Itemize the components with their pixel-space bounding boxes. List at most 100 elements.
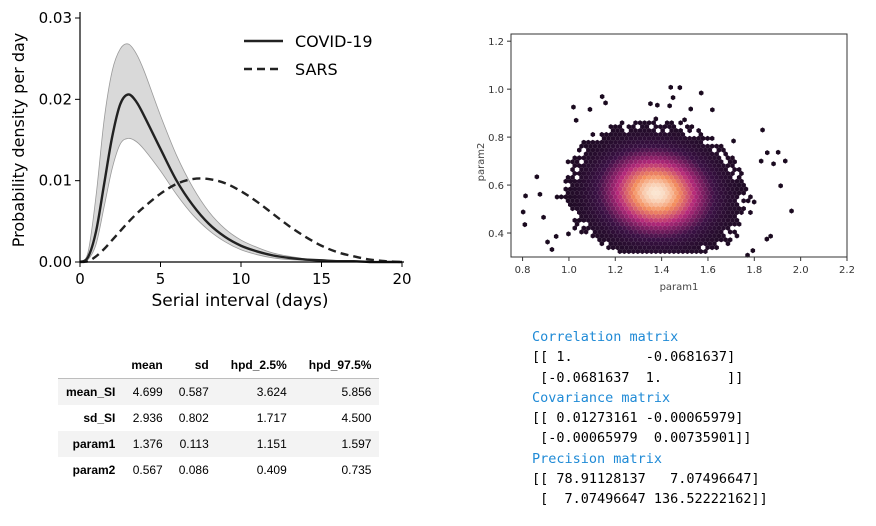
hexbin-cell xyxy=(617,155,623,161)
hexbin-cell xyxy=(700,198,706,204)
hexbin-cell xyxy=(642,245,647,251)
hexbin-cell xyxy=(658,131,663,138)
hexbin-cell xyxy=(727,221,733,227)
hexbin-cell xyxy=(705,198,710,204)
hexbin-cell xyxy=(673,190,679,196)
hexbin-cell xyxy=(619,174,625,180)
hexbin-cell xyxy=(660,245,665,251)
hexbin-cell xyxy=(586,147,591,153)
hexbin-cell xyxy=(660,135,665,141)
hexbin-cell xyxy=(730,202,735,208)
hexbin-cell xyxy=(597,221,602,227)
hexbin-cell xyxy=(633,135,638,141)
hexbin-cell xyxy=(667,170,672,177)
hexbin-cell xyxy=(608,139,614,145)
hexbin-cell xyxy=(694,147,699,153)
hexbin-cell xyxy=(617,178,623,184)
hexbin-cell xyxy=(635,217,641,223)
hexbin-cell xyxy=(613,225,618,231)
hexbin-cell xyxy=(694,194,699,200)
table-cell: 1.151 xyxy=(256,437,287,451)
hexbin-cell xyxy=(592,167,598,173)
hexbin-cell xyxy=(712,163,717,169)
hexbin-cell xyxy=(664,182,670,188)
hexbin-cell xyxy=(667,178,672,184)
hexbin-cell xyxy=(626,186,632,192)
hexbin-cell xyxy=(592,143,598,149)
hexbin-cell xyxy=(673,221,679,227)
hexbin-cell xyxy=(565,159,571,165)
hexbin-cell xyxy=(732,213,737,219)
hexbin-cell xyxy=(658,248,663,255)
hexbin-cell xyxy=(635,194,641,200)
hexbin-cell xyxy=(682,159,688,165)
column-header-mean: mean xyxy=(123,352,171,379)
hexbin-cell xyxy=(581,178,587,184)
hexbin-cell xyxy=(676,170,681,177)
hexbin-cell xyxy=(608,202,614,208)
hexbin-cell xyxy=(613,202,618,208)
legend-label: SARS xyxy=(295,60,338,79)
hexbin-cell xyxy=(608,170,614,177)
hexbin-cell xyxy=(615,159,620,165)
chart1-x-tick-label: 20 xyxy=(392,270,411,288)
hexbin-cell xyxy=(642,135,647,141)
hexbin-cell xyxy=(714,151,719,157)
hexbin-cell xyxy=(688,106,693,112)
hexbin-cell xyxy=(671,186,677,192)
hexbin-cell xyxy=(680,131,686,138)
hexbin-cell xyxy=(604,225,609,231)
hexbin-cell xyxy=(667,186,672,192)
hexbin-cell xyxy=(658,217,663,223)
hexbin-cell xyxy=(590,163,596,169)
hexbin-cell xyxy=(610,237,616,243)
hexbin-cell xyxy=(622,163,627,169)
hexbin-cell xyxy=(676,178,681,184)
chart1-x-tick-label: 10 xyxy=(231,270,250,288)
hexbin-cell xyxy=(626,131,632,138)
hexbin-cell xyxy=(716,194,722,200)
hexbin-cell xyxy=(662,194,668,200)
hexbin-cell xyxy=(714,190,719,196)
hexbin-cell xyxy=(649,233,654,239)
hexbin-cell xyxy=(730,155,735,161)
hexbin-cell xyxy=(553,233,559,239)
hexbin-cell xyxy=(606,221,611,227)
hexbin-cell xyxy=(635,209,641,216)
hexbin-cell xyxy=(721,225,726,231)
hexbin-cell xyxy=(619,213,625,219)
hexbin-cell xyxy=(619,229,625,235)
hexbin-cell xyxy=(571,104,576,110)
hexbin-cell xyxy=(595,139,600,145)
hexbin-cell xyxy=(669,213,674,219)
hexbin-cell xyxy=(628,206,634,212)
hexbin-cell xyxy=(649,209,654,216)
table-cell: 0.113 xyxy=(179,437,209,451)
table-row: mean_SI 4.699 0.587 3.624 5.856 xyxy=(58,378,380,405)
hexbin-cell xyxy=(709,182,715,188)
hexbin-cell xyxy=(577,178,582,184)
hexbin-cell xyxy=(687,182,692,188)
hexbin-cell xyxy=(694,178,699,184)
hexbin-cell xyxy=(745,198,751,204)
hexbin-cell xyxy=(685,233,690,239)
hexbin-cell xyxy=(718,213,724,219)
hexbin-cell xyxy=(664,190,670,196)
hexbin-cell xyxy=(633,120,638,126)
hexbin-cell xyxy=(622,131,627,138)
chart2-x-axis-label: param1 xyxy=(660,282,699,293)
hexbin-cell xyxy=(685,170,690,177)
hexbin-cell xyxy=(624,151,629,157)
hexbin-cell xyxy=(664,143,670,149)
hexbin-cell xyxy=(658,178,663,184)
hexbin-cell xyxy=(635,170,641,177)
hexbin-cell xyxy=(615,190,620,196)
hexbin-cell xyxy=(622,170,627,177)
hexbin-cell xyxy=(601,206,607,212)
hexbin-cell xyxy=(646,151,652,157)
hexbin-cell xyxy=(649,131,654,138)
hexbin-cell xyxy=(687,229,692,235)
hexbin-cell xyxy=(626,202,632,208)
hexbin-cell xyxy=(680,163,686,169)
hexbin-cell xyxy=(669,182,674,188)
